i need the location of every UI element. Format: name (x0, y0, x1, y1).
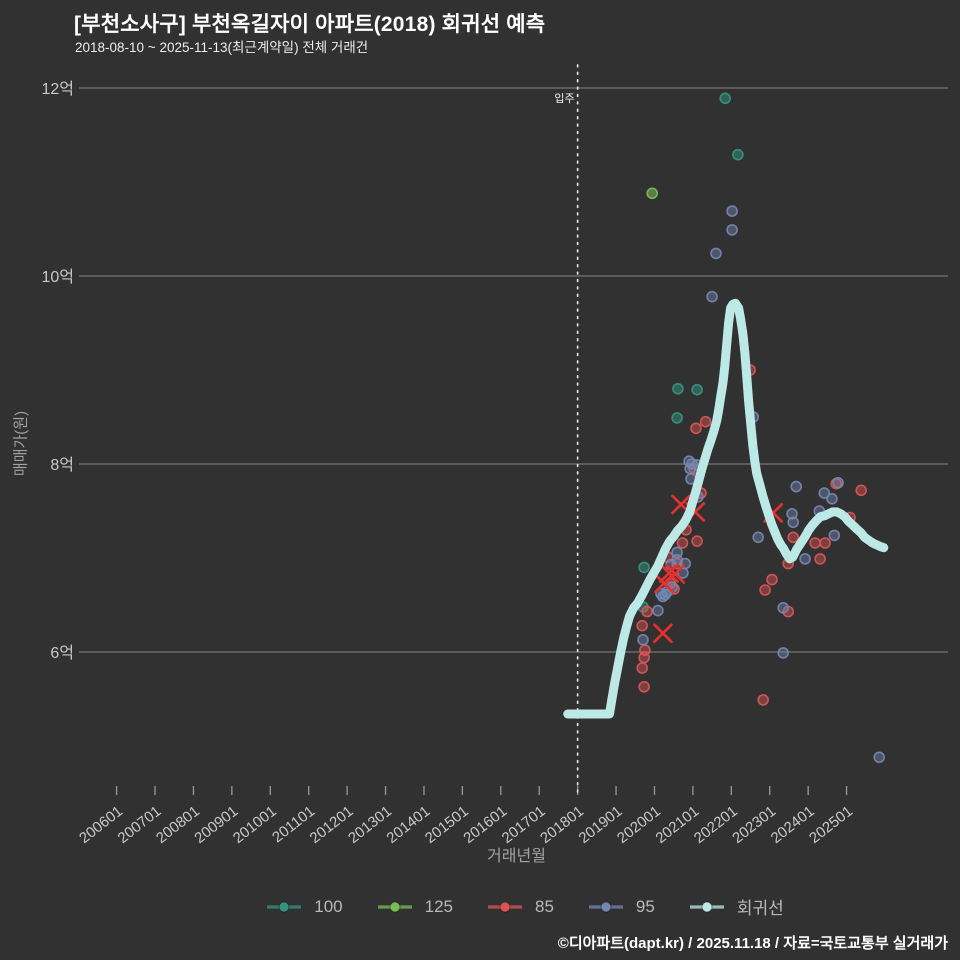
scatter-point-95 (787, 516, 800, 529)
scatter-point-95 (726, 205, 738, 217)
legend-label: 125 (424, 896, 453, 916)
x-tick-label: 202501 (806, 803, 856, 847)
scatter-point-85 (638, 680, 650, 693)
x-tick-label: 201001 (230, 803, 280, 847)
y-tick-label: 12억 (41, 80, 74, 98)
x-tick-label: 201201 (307, 803, 357, 847)
page-subtitle: 2018-08-10 ~ 2025-11-13(최근계약일) 전체 거래건 (75, 40, 369, 55)
legend-item-100: 100 (266, 896, 343, 917)
scatter-point-100 (671, 412, 683, 424)
legend-label: 회귀선 (736, 899, 784, 918)
legend-marker-icon (267, 901, 302, 912)
x-tick-label: 202101 (652, 803, 702, 847)
move-in-label: 입주 (554, 92, 574, 105)
scatter-point-85 (641, 605, 654, 618)
scatter-point-95 (777, 647, 790, 659)
legend: 100 125 85 95 회귀선 (85, 894, 960, 919)
scatter-point-95 (659, 588, 672, 601)
y-tick-label: 10억 (41, 268, 74, 286)
scatter-point-95 (826, 492, 838, 505)
regression-line (563, 298, 889, 719)
scatter-point-95 (832, 476, 844, 489)
scatter-point-85 (699, 415, 712, 428)
scatter-point-85 (638, 651, 650, 664)
legend-label: 95 (635, 896, 655, 916)
outlier-x-marker (654, 573, 674, 594)
x-tick-label: 200601 (76, 803, 126, 847)
x-tick-label: 201901 (576, 803, 626, 847)
y-tick-label: 6억 (50, 644, 74, 662)
footer-credit: ©디아파트(dapt.kr) / 2025.11.18 / 자료=국토교통부 실… (557, 935, 948, 952)
x-tick-label: 201501 (422, 803, 472, 847)
x-tick-label: 202301 (729, 803, 779, 847)
scatter-point-95 (818, 487, 831, 499)
scatter-point-125 (646, 187, 659, 200)
scatter-point-85 (809, 537, 821, 549)
scatter-point-85 (757, 694, 770, 706)
scatter-point-95 (652, 604, 664, 617)
legend-marker-icon (487, 901, 522, 912)
legend-item-95: 95 (588, 897, 655, 917)
scatter-point-95 (828, 529, 841, 542)
y-tick-label: 8억 (50, 456, 74, 474)
outlier-x-marker (653, 623, 673, 644)
scatter-point-95 (726, 224, 738, 236)
scatter-point-85 (855, 484, 868, 497)
x-tick-label: 201401 (384, 803, 434, 847)
scatter-point-95 (873, 751, 886, 764)
legend-label: 85 (534, 896, 554, 916)
x-tick-label: 202001 (614, 803, 664, 847)
scatter-point-85 (691, 535, 703, 547)
scatter-point-100 (732, 148, 744, 161)
scatter-point-85 (819, 537, 831, 549)
legend-item-125: 125 (377, 897, 453, 917)
x-tick-label: 200801 (153, 803, 203, 847)
scatter-point-95 (637, 633, 649, 646)
scatter-point-100 (672, 382, 684, 395)
x-tick-label: 201801 (537, 803, 587, 847)
legend-marker-icon (588, 901, 623, 912)
x-tick-label: 201301 (345, 803, 395, 847)
scatter-point-85 (814, 553, 826, 565)
x-tick-label: 202401 (768, 803, 818, 847)
scatter-point-95 (786, 507, 798, 520)
scatter-point-95 (777, 601, 790, 614)
legend-item-85: 85 (487, 897, 554, 917)
x-tick-label: 201701 (499, 803, 549, 847)
legend-item-회귀선: 회귀선 (689, 894, 784, 919)
scatter-point-100 (638, 561, 650, 574)
scatter-point-85 (766, 573, 778, 586)
scatter-point-85 (787, 531, 800, 544)
outlier-x-marker (659, 563, 679, 583)
scatter-point-95 (684, 462, 697, 475)
scatter-point-85 (636, 662, 649, 674)
scatter-point-95 (706, 290, 718, 303)
scatter-point-85 (690, 422, 702, 435)
y-axis-title: 매매가(원) (12, 410, 30, 477)
scatter-point-95 (799, 553, 811, 565)
scatter-point-95 (752, 531, 765, 544)
x-tick-label: 200901 (191, 803, 241, 847)
scatter-point-95 (790, 480, 803, 493)
page-title: [부천소사구] 부천옥길자이 아파트(2018) 회귀선 예측 (74, 13, 546, 36)
x-tick-label: 200701 (115, 803, 165, 847)
scatter-point-85 (759, 584, 771, 596)
legend-marker-icon (377, 901, 412, 912)
legend-label: 100 (314, 896, 343, 916)
x-axis-title: 거래년월 (487, 848, 546, 865)
x-tick-label: 201601 (460, 803, 510, 847)
scatter-point-85 (676, 537, 689, 549)
scatter-point-100 (691, 383, 703, 396)
x-tick-label: 202201 (691, 803, 741, 847)
scatter-point-100 (719, 92, 732, 105)
legend-marker-icon (689, 901, 724, 912)
scatter-point-85 (636, 619, 649, 632)
scatter-point-95 (710, 247, 722, 260)
